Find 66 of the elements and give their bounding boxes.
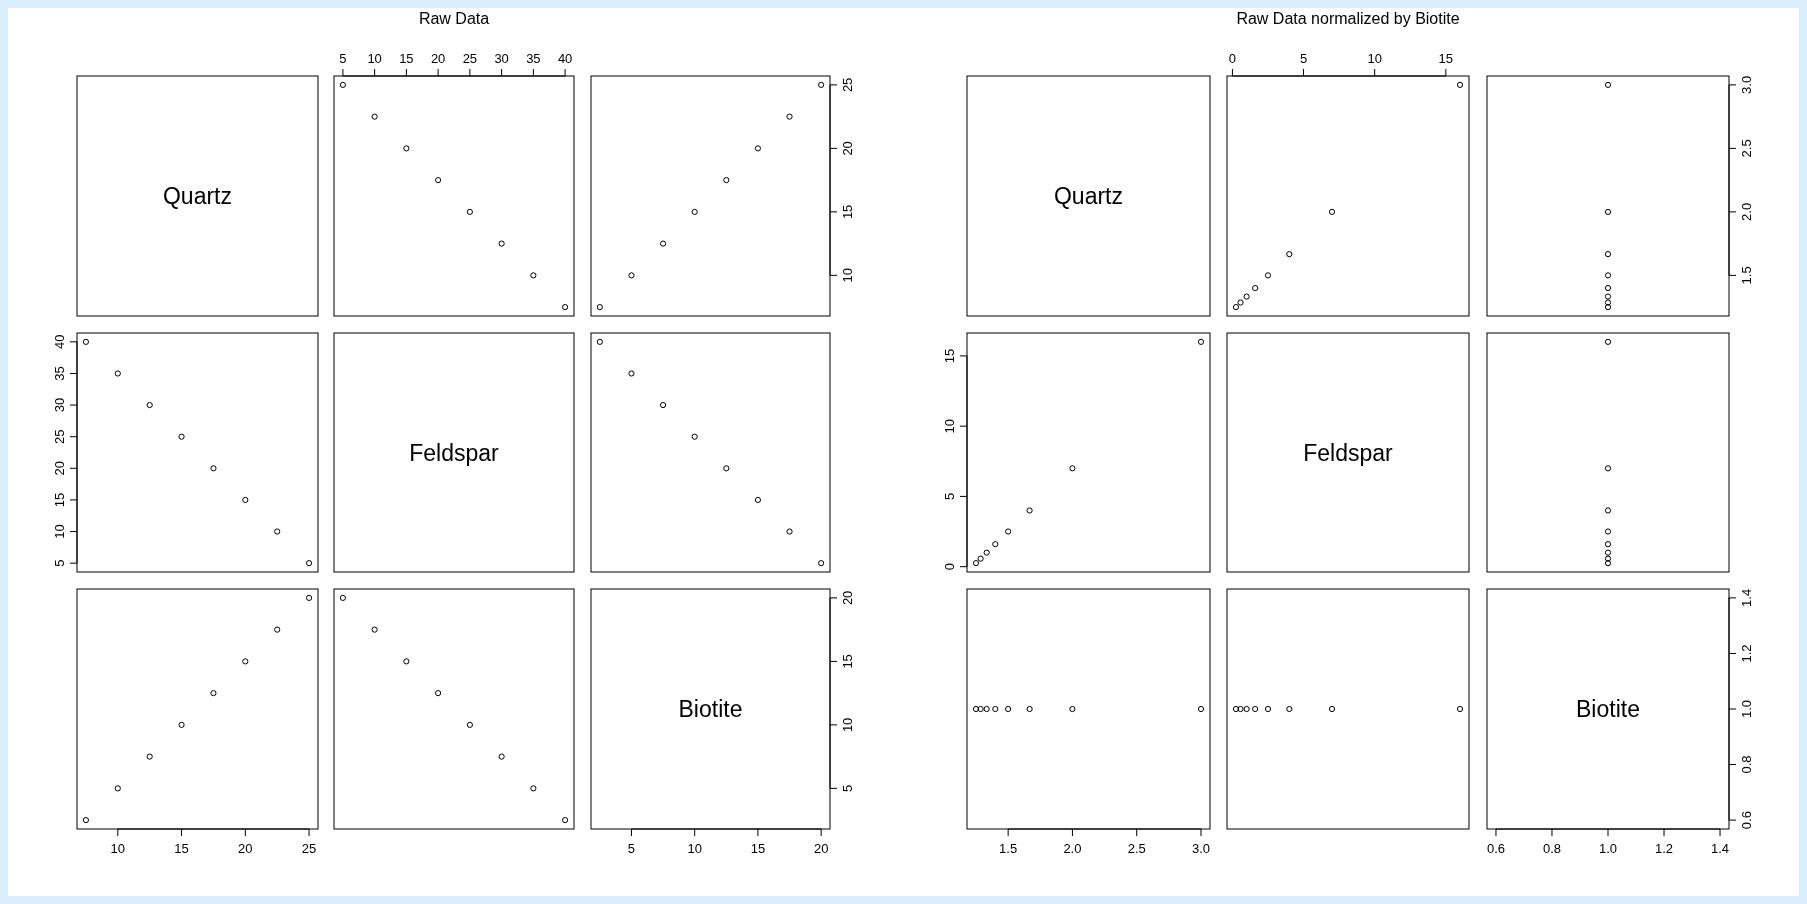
y-tick-label: 3.0: [1739, 75, 1754, 94]
x-tick-label: 25: [462, 51, 478, 66]
x-tick-label: 0: [1228, 51, 1237, 66]
x-tick-label: 1.5: [999, 841, 1018, 856]
y-tick-label: 0: [942, 563, 957, 571]
y-tick-label: 15: [52, 492, 67, 508]
x-tick-label: 5: [627, 841, 636, 856]
y-tick-label: 0.6: [1739, 811, 1754, 830]
y-tick-label: 10: [942, 418, 957, 434]
annotation: Biotite: [1576, 696, 1640, 722]
x-tick-label: 15: [399, 51, 414, 66]
x-tick-label: 0.6: [1486, 841, 1505, 856]
x-tick-label: 10: [687, 841, 702, 856]
text: Quartz: [162, 183, 233, 209]
x-tick-label: 10: [367, 51, 382, 66]
chart-title: Raw Data normalized by Biotite: [1236, 10, 1460, 27]
x-tick-label: 15: [174, 841, 189, 856]
y-tick-label: 10: [840, 268, 855, 283]
y-tick-label: 1.0: [1739, 699, 1754, 719]
text: Quartz: [1053, 183, 1124, 209]
x-tick-label: 0.8: [1542, 841, 1562, 856]
y-tick-label: 10: [840, 717, 855, 733]
chart-title: Raw Data: [418, 10, 490, 27]
x-tick-label: 25: [301, 841, 317, 856]
y-tick-label: 0.8: [1739, 755, 1754, 774]
x-tick-label: 10: [1367, 51, 1382, 66]
y-tick-label: 25: [840, 77, 855, 93]
y-tick-label: 1.2: [1739, 644, 1754, 663]
x-tick-label: 1.4: [1711, 841, 1730, 856]
x-tick-label: 40: [557, 51, 573, 66]
y-tick-label: 20: [840, 141, 855, 156]
x-tick-label: 20: [430, 51, 446, 66]
x-tick-label: 30: [494, 51, 509, 66]
y-tick-label: 15: [840, 204, 855, 220]
y-tick-label: 35: [52, 366, 67, 381]
y-tick-label: 20: [840, 590, 855, 606]
x-tick-label: 1.0: [1598, 841, 1618, 856]
x-tick-label: 5: [1299, 51, 1308, 66]
x-tick-label: 35: [526, 51, 541, 66]
text: Feldspar: [409, 439, 500, 466]
x-tick-label: 15: [1438, 51, 1454, 66]
y-tick-label: 25: [52, 429, 67, 444]
annotation: Biotite: [678, 696, 743, 722]
y-tick-label: 20: [52, 461, 67, 476]
y-tick-label: 30: [52, 397, 67, 413]
x-tick-label: 3.0: [1191, 841, 1211, 856]
text: Feldspar: [1303, 439, 1394, 466]
y-tick-label: 5: [942, 492, 957, 501]
x-tick-label: 2.0: [1063, 841, 1082, 856]
y-tick-label: 40: [52, 334, 67, 350]
y-tick-label: 2.0: [1739, 202, 1754, 221]
y-tick-label: 15: [840, 654, 855, 669]
x-tick-label: 20: [238, 841, 253, 856]
x-tick-label: 5: [339, 51, 347, 66]
y-tick-label: 10: [52, 524, 67, 539]
y-tick-label: 15: [942, 348, 957, 364]
x-tick-label: 20: [813, 841, 829, 856]
y-tick-label: 1.5: [1739, 266, 1754, 285]
x-tick-label: 15: [750, 841, 766, 856]
y-tick-label: 5: [52, 559, 67, 567]
x-tick-label: 1.2: [1654, 841, 1674, 856]
x-tick-label: 2.5: [1127, 841, 1146, 856]
x-tick-label: 10: [110, 841, 126, 856]
y-tick-label: 2.5: [1739, 139, 1754, 158]
y-tick-label: 5: [840, 784, 855, 792]
y-tick-label: 1.4: [1739, 588, 1754, 607]
